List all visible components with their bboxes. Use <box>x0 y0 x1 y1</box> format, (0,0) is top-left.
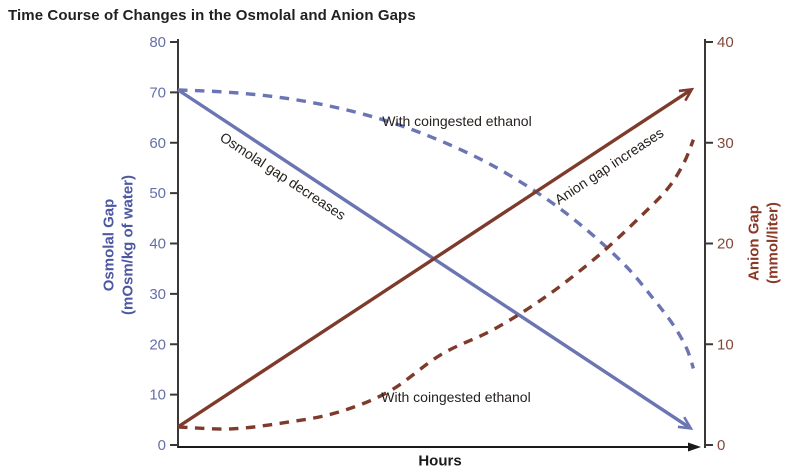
right-axis-tick-label: 0 <box>717 437 725 454</box>
series-with-coingested-ethanol-osmolal-gap <box>177 88 696 369</box>
left-axis-tick-label: 80 <box>149 34 166 51</box>
left-axis-tick-label: 50 <box>149 185 166 202</box>
left-axis-tick-label: 10 <box>149 387 166 404</box>
x-axis <box>178 442 701 452</box>
annotation-with-coingested-ethanol-osmolal: With coingested ethanol <box>382 113 532 129</box>
left-axis-tick-label: 20 <box>149 336 166 353</box>
x-axis-arrowhead <box>688 442 701 452</box>
left-axis-title-line2: (mOsm/kg of water) <box>119 174 136 316</box>
figure-title: Time Course of Changes in the Osmolal an… <box>8 7 416 24</box>
right-axis-title: Anion Gap (mmol/liter) <box>745 202 783 284</box>
left-axis-tick-label: 40 <box>149 236 166 253</box>
annotation-with-coingested-ethanol-anion: With coingested ethanol <box>381 389 531 405</box>
series-arrowhead <box>678 87 695 102</box>
left-axis-tick-label: 0 <box>158 437 166 454</box>
right-axis-tick-label: 10 <box>717 336 734 353</box>
left-axis-title: Osmolal Gap (mOsm/kg of water) <box>100 175 138 315</box>
series-arrowhead <box>677 416 694 431</box>
series-anion-gap-increases <box>177 87 695 429</box>
right-axis-tick-label: 20 <box>717 236 734 253</box>
left-axis-tick-label: 70 <box>149 84 166 101</box>
right-axis-title-line1: Anion Gap <box>745 205 763 281</box>
series-line-dashed <box>177 88 696 369</box>
left-axis-tick-label: 30 <box>149 286 166 303</box>
left-axis-tick-label: 60 <box>149 135 166 152</box>
series-line-dashed <box>177 139 695 431</box>
right-axis-tick-label: 40 <box>717 34 734 51</box>
right-axis: 0 10 20 30 40 <box>704 34 734 454</box>
left-axis: 0 10 20 30 40 50 60 70 80 <box>149 34 179 454</box>
left-axis-title-line1: Osmolal Gap <box>100 198 118 292</box>
series-line-solid <box>177 89 691 429</box>
right-axis-tick-label: 30 <box>717 135 734 152</box>
right-axis-title-line2: (mmol/liter) <box>764 202 781 284</box>
series-with-coingested-ethanol-anion-gap <box>177 139 695 431</box>
x-axis-label: Hours <box>418 452 462 470</box>
